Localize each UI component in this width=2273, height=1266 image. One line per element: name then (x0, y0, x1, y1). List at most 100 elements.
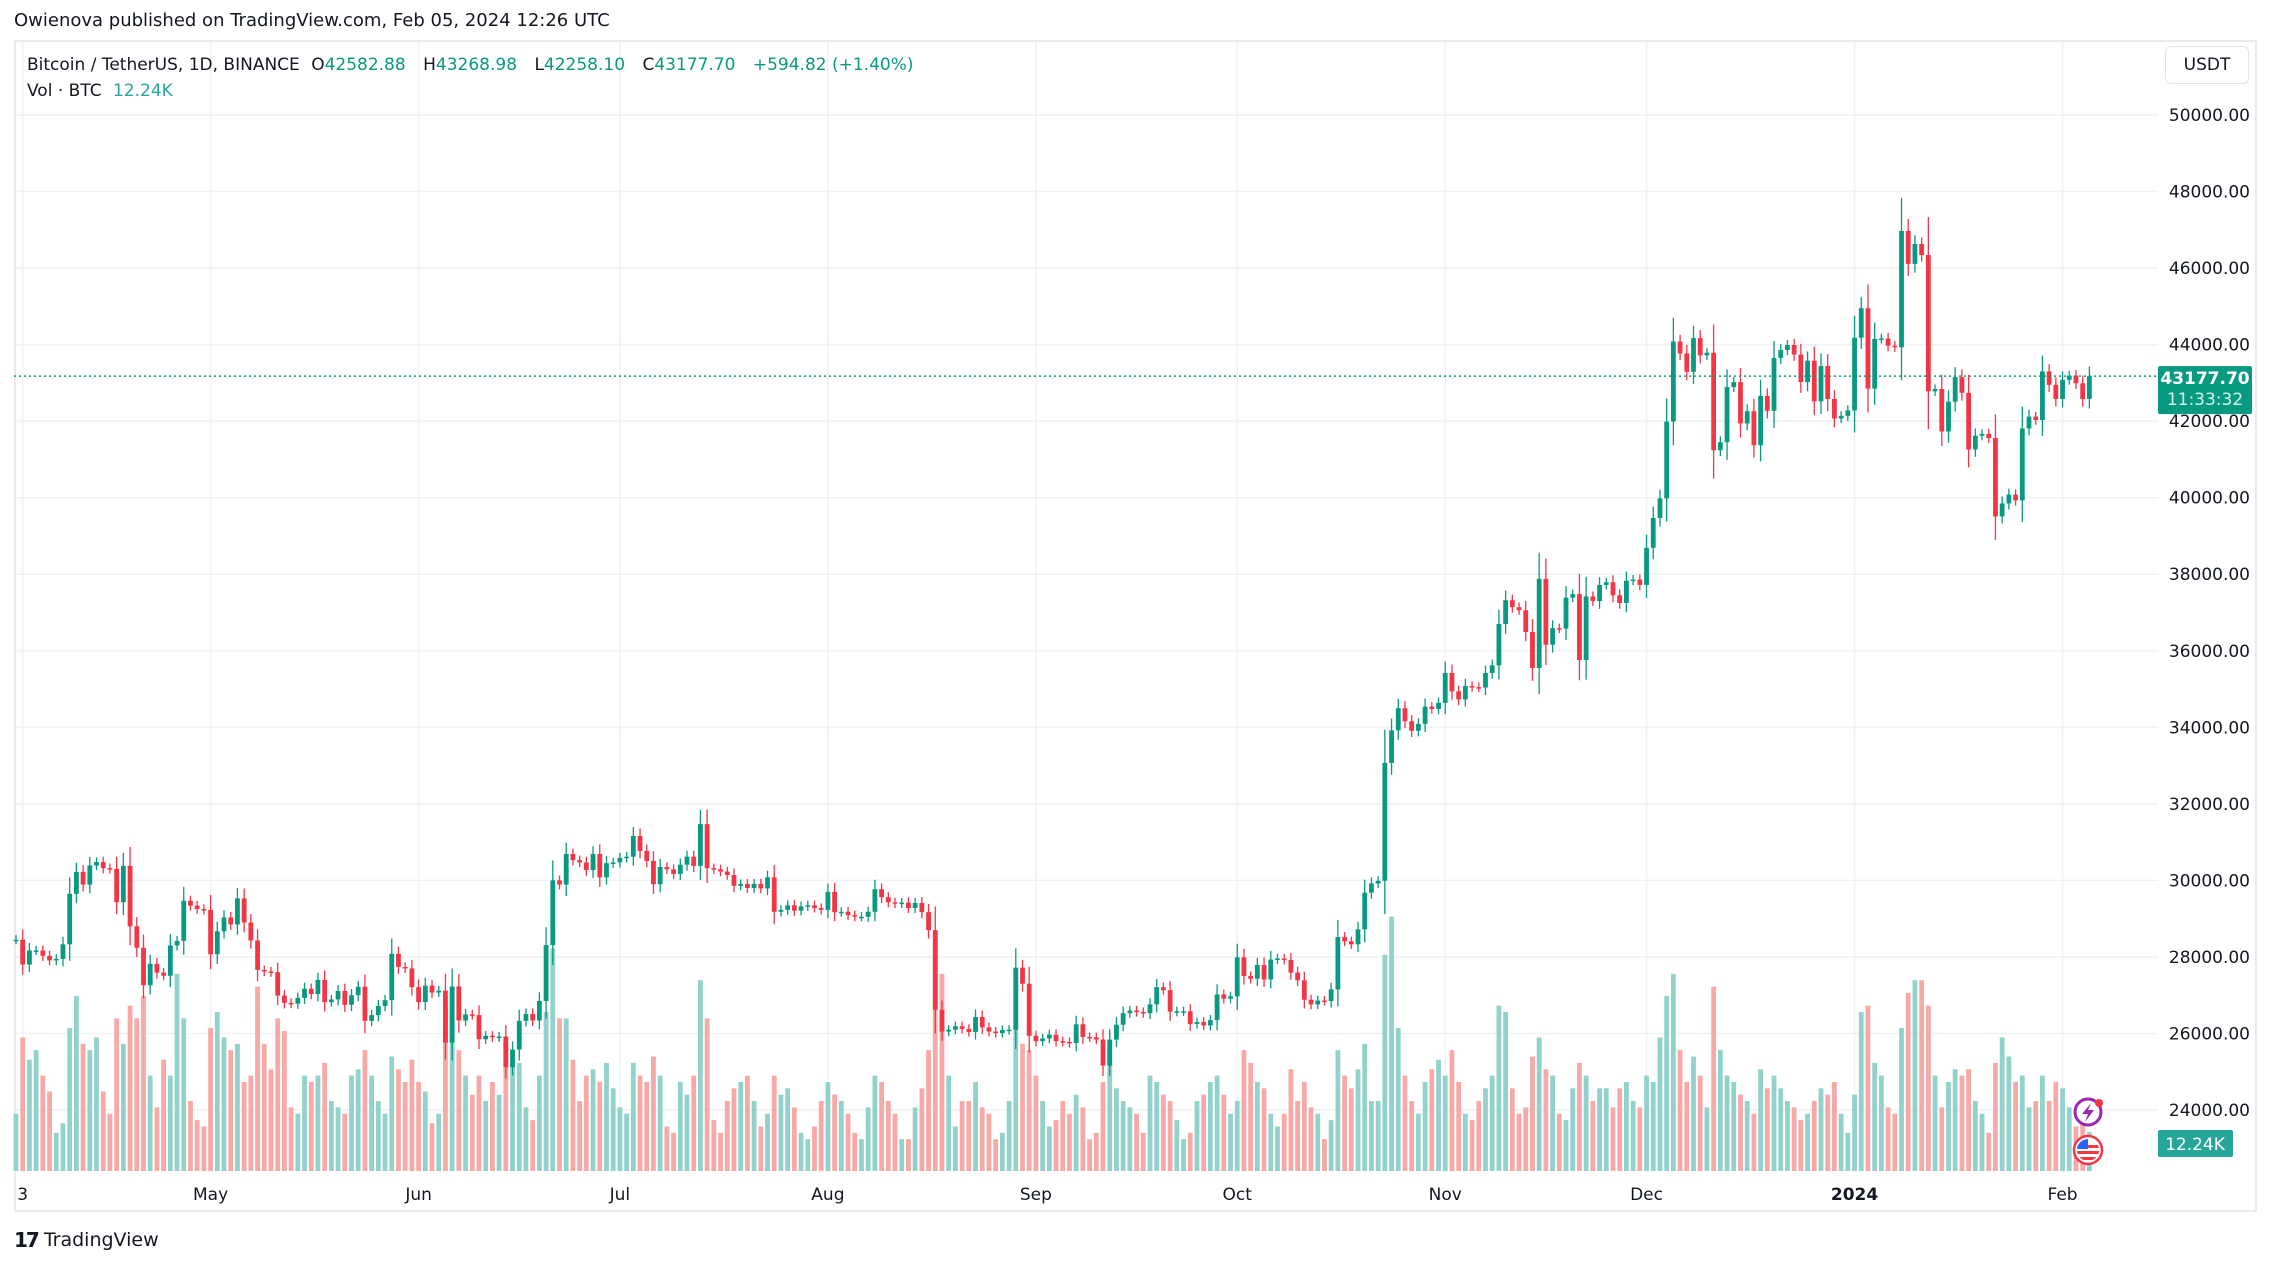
candle-body (832, 891, 838, 913)
volume-bar (2046, 1101, 2052, 1171)
candle-body (1832, 398, 1837, 419)
candle-body (47, 955, 52, 961)
candle-body (1288, 960, 1294, 973)
candle-body (912, 902, 918, 908)
candle (1375, 876, 1381, 889)
candle-body (120, 865, 126, 903)
candle (657, 858, 663, 893)
price-tick-label: 40000.00 (2169, 489, 2250, 509)
volume-bar (1053, 1120, 1059, 1171)
candle (1818, 353, 1824, 414)
candle (812, 900, 817, 913)
candle-body (953, 1026, 958, 1030)
candle (315, 972, 321, 1002)
high-label: H (423, 55, 436, 75)
candle (691, 850, 697, 872)
candle (416, 979, 421, 1010)
candle (1959, 369, 1965, 401)
us-flag-event-icon[interactable] (2072, 1134, 2104, 1166)
volume-bar (1261, 1088, 1267, 1171)
candle (369, 1009, 375, 1027)
symbol-title[interactable]: Bitcoin / TetherUS, 1D, BINANCE (27, 55, 300, 75)
candle-body (73, 871, 79, 894)
candle (1201, 1017, 1207, 1031)
candle (1946, 390, 1951, 443)
publisher-line: Owienova published on TradingView.com, F… (14, 10, 610, 31)
candle (1147, 998, 1153, 1020)
volume-bar (308, 1081, 314, 1171)
candle-body (1771, 358, 1777, 411)
candle-body (1362, 892, 1368, 930)
candle (1234, 943, 1240, 1010)
candle (1624, 571, 1629, 613)
volume-bar (476, 1075, 482, 1171)
volume-bar (496, 1094, 502, 1171)
tradingview-logo-icon[interactable]: 17 (14, 1228, 40, 1252)
footer-brand[interactable]: TradingView (43, 1229, 159, 1251)
candle-body (1785, 345, 1790, 350)
candle (959, 1021, 965, 1034)
candle-body (738, 883, 744, 886)
candle (1053, 1029, 1059, 1047)
candle (1187, 1004, 1193, 1031)
volume-label[interactable]: Vol · BTC (27, 81, 102, 101)
candle-body (476, 1015, 482, 1040)
candle-body (1422, 706, 1428, 724)
candle-body (704, 824, 710, 869)
volume-bar (812, 1126, 817, 1171)
volume-bar (40, 1075, 46, 1171)
volume-bar (1120, 1101, 1126, 1171)
candle (1288, 953, 1294, 980)
candle-body (523, 1013, 529, 1021)
candle (1979, 429, 1985, 441)
candle-body (1382, 762, 1388, 881)
volume-bar (214, 1012, 220, 1171)
volume-bar (758, 1126, 764, 1171)
candle (174, 935, 180, 951)
candle (1355, 921, 1361, 952)
candle-body (1395, 708, 1401, 731)
candle-body (1691, 338, 1696, 372)
candle-body (1174, 1011, 1180, 1013)
candle (1791, 338, 1797, 361)
candle-body (1154, 987, 1160, 1005)
volume-bar (1415, 1113, 1421, 1171)
candle-body (1563, 597, 1569, 629)
candle-body (1952, 377, 1958, 402)
lightning-event-icon[interactable] (2073, 1097, 2103, 1127)
candle-body (174, 940, 180, 946)
volume-bar (141, 996, 146, 1171)
candle-body (2053, 384, 2059, 399)
price-tick-label: 38000.00 (2169, 565, 2250, 585)
candle (718, 864, 723, 877)
candle (738, 879, 744, 891)
candle-body (1838, 415, 1844, 419)
candle-body (40, 950, 46, 956)
candle-body (966, 1028, 972, 1032)
volume-bar (1013, 973, 1019, 1171)
last-price-value: 43177.70 (2160, 369, 2249, 389)
candle-body (1946, 401, 1951, 432)
candle (932, 906, 938, 1034)
candle-body (33, 950, 39, 952)
volume-bar (973, 1081, 978, 1171)
currency-button[interactable]: USDT (2165, 46, 2249, 84)
candle-body (496, 1036, 502, 1039)
candle-body (1248, 976, 1254, 979)
volume-bar (1577, 1062, 1582, 1171)
candle (1885, 332, 1891, 352)
candle-body (1328, 989, 1334, 1001)
volume-bar (503, 1043, 509, 1171)
candle-body (1858, 308, 1864, 338)
time-tick-label: 2024 (1831, 1185, 1878, 1205)
candle (107, 863, 113, 874)
candle-body (161, 972, 167, 976)
volume-bar (1449, 1050, 1455, 1171)
volume-bar (1597, 1088, 1602, 1171)
candle-body (362, 986, 368, 1021)
volume-bar (73, 996, 79, 1171)
volume-bar (577, 1101, 583, 1171)
candle-body (718, 869, 723, 872)
volume-bar (563, 1018, 569, 1171)
